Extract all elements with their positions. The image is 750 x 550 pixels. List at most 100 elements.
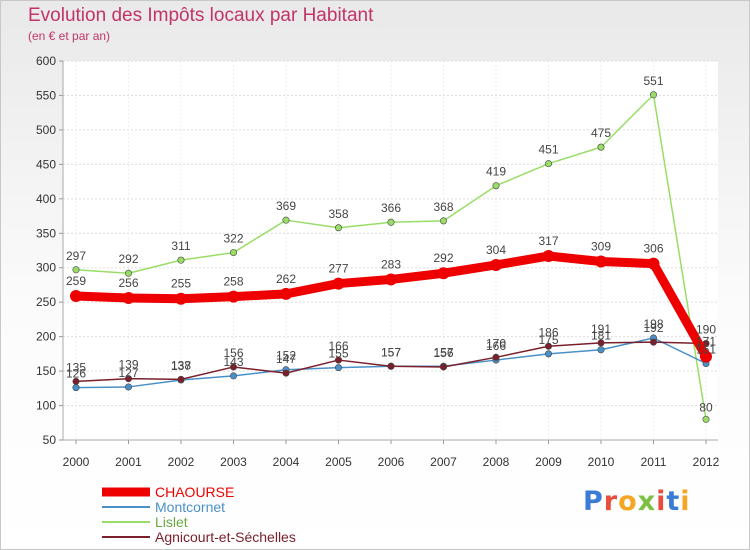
data-label-agnicourt-et-sechelles: 138	[171, 358, 191, 372]
data-point-lislet	[125, 269, 133, 277]
data-point-agnicourt-et-sechelles	[177, 375, 185, 383]
data-point-agnicourt-et-sechelles	[387, 362, 395, 370]
data-label-agnicourt-et-sechelles: 156	[223, 346, 243, 360]
data-point-lislet	[230, 249, 238, 257]
y-tick-label: 300	[36, 261, 56, 275]
data-label-chaourse: 262	[276, 272, 296, 286]
data-label-chaourse: 258	[223, 275, 243, 289]
data-point-agnicourt-et-sechelles	[125, 375, 133, 383]
data-label-montcornet: 152	[276, 349, 296, 363]
y-tick-label: 450	[36, 157, 56, 171]
data-label-chaourse: 292	[433, 251, 453, 265]
data-label-agnicourt-et-sechelles: 166	[328, 339, 348, 353]
data-label-lislet: 80	[699, 400, 713, 414]
y-tick-label: 400	[36, 192, 56, 206]
data-point-montcornet	[125, 383, 133, 391]
x-tick-label: 2000	[63, 455, 90, 469]
data-point-chaourse	[542, 250, 555, 263]
data-label-lislet: 475	[591, 126, 611, 140]
data-label-lislet: 366	[381, 201, 401, 215]
y-tick-label: 350	[36, 226, 56, 240]
data-point-lislet	[649, 91, 657, 99]
data-point-chaourse	[227, 290, 240, 303]
x-tick-label: 2007	[430, 455, 457, 469]
data-label-agnicourt-et-sechelles: 192	[643, 321, 663, 335]
x-tick-label: 2003	[220, 455, 247, 469]
data-point-agnicourt-et-sechelles	[492, 353, 500, 361]
data-point-chaourse	[175, 292, 187, 305]
data-label-agnicourt-et-sechelles: 157	[381, 345, 401, 359]
data-point-montcornet	[72, 384, 80, 392]
data-point-lislet	[282, 216, 290, 224]
data-label-montcornet: 155	[328, 347, 348, 361]
data-label-montcornet: 137	[171, 359, 191, 373]
proxiti-logo: Proxiti	[583, 486, 691, 517]
data-point-chaourse	[280, 287, 292, 300]
data-label-montcornet: 157	[433, 345, 453, 359]
x-tick-label: 2011	[641, 455, 667, 469]
data-label-lislet: 297	[66, 249, 86, 263]
data-label-chaourse: 256	[118, 276, 138, 290]
y-tick-label: 500	[36, 123, 56, 137]
data-label-agnicourt-et-sechelles: 190	[696, 323, 716, 337]
x-tick-label: 2008	[483, 455, 510, 469]
data-point-chaourse	[332, 277, 345, 290]
data-label-lislet: 292	[118, 252, 138, 266]
data-point-agnicourt-et-sechelles	[597, 339, 605, 347]
data-label-lislet: 322	[223, 232, 243, 246]
data-label-lislet: 358	[328, 207, 348, 221]
y-tick-label: 250	[36, 295, 56, 309]
data-point-agnicourt-et-sechelles	[649, 338, 657, 346]
data-label-montcornet: 198	[643, 317, 663, 331]
data-label-agnicourt-et-sechelles: 191	[591, 322, 611, 336]
data-label-montcornet: 161	[696, 343, 716, 357]
data-point-chaourse	[595, 255, 607, 268]
data-point-lislet	[177, 256, 185, 264]
data-label-montcornet: 175	[538, 333, 558, 347]
x-tick-label: 2010	[588, 455, 615, 469]
data-point-chaourse	[70, 289, 82, 302]
data-point-agnicourt-et-sechelles	[544, 342, 552, 350]
y-tick-label: 550	[36, 88, 56, 102]
data-point-chaourse	[122, 292, 135, 305]
data-label-chaourse: 277	[328, 262, 348, 276]
y-tick-label: 150	[36, 364, 56, 378]
chart-title: Evolution des Impôts locaux par Habitant	[28, 5, 374, 26]
data-label-chaourse: 283	[381, 257, 401, 271]
data-label-chaourse: 309	[591, 240, 611, 254]
x-tick-label: 2006	[378, 455, 405, 469]
data-label-chaourse: 255	[171, 277, 191, 291]
data-label-montcornet: 143	[223, 355, 243, 369]
data-label-lislet: 368	[433, 200, 453, 214]
data-point-chaourse	[385, 273, 397, 286]
data-label-chaourse: 304	[486, 243, 506, 257]
data-label-lislet: 551	[643, 74, 663, 88]
data-label-chaourse: 171	[696, 335, 716, 349]
chart-subtitle: (en € et par an)	[28, 29, 111, 43]
data-label-montcornet: 166	[486, 339, 506, 353]
data-point-lislet	[72, 266, 80, 274]
x-tick-label: 2005	[325, 455, 352, 469]
data-label-agnicourt-et-sechelles: 186	[538, 325, 558, 339]
data-label-agnicourt-et-sechelles: 147	[276, 352, 296, 366]
data-point-montcornet	[334, 364, 342, 372]
data-label-montcornet: 181	[591, 329, 611, 343]
data-point-agnicourt-et-sechelles	[282, 369, 290, 377]
legend-label-chaourse: CHAOURSE	[155, 484, 234, 500]
data-point-chaourse	[490, 258, 502, 271]
data-point-lislet	[387, 218, 395, 226]
legend-label-agnicourt-et-sechelles: Agnicourt-et-Séchelles	[155, 529, 296, 545]
data-point-montcornet	[544, 350, 552, 358]
x-tick-label: 2001	[115, 455, 142, 469]
legend-label-montcornet: Montcornet	[155, 499, 225, 515]
data-point-agnicourt-et-sechelles	[439, 363, 447, 371]
data-label-lislet: 369	[276, 199, 296, 213]
data-point-montcornet	[230, 372, 238, 380]
data-label-lislet: 311	[171, 239, 190, 253]
data-label-montcornet: 127	[118, 366, 138, 380]
y-tick-label: 600	[36, 54, 56, 68]
data-point-lislet	[702, 415, 710, 423]
data-label-agnicourt-et-sechelles: 156	[433, 346, 453, 360]
data-label-montcornet: 157	[381, 345, 401, 359]
y-tick-label: 200	[36, 330, 56, 344]
